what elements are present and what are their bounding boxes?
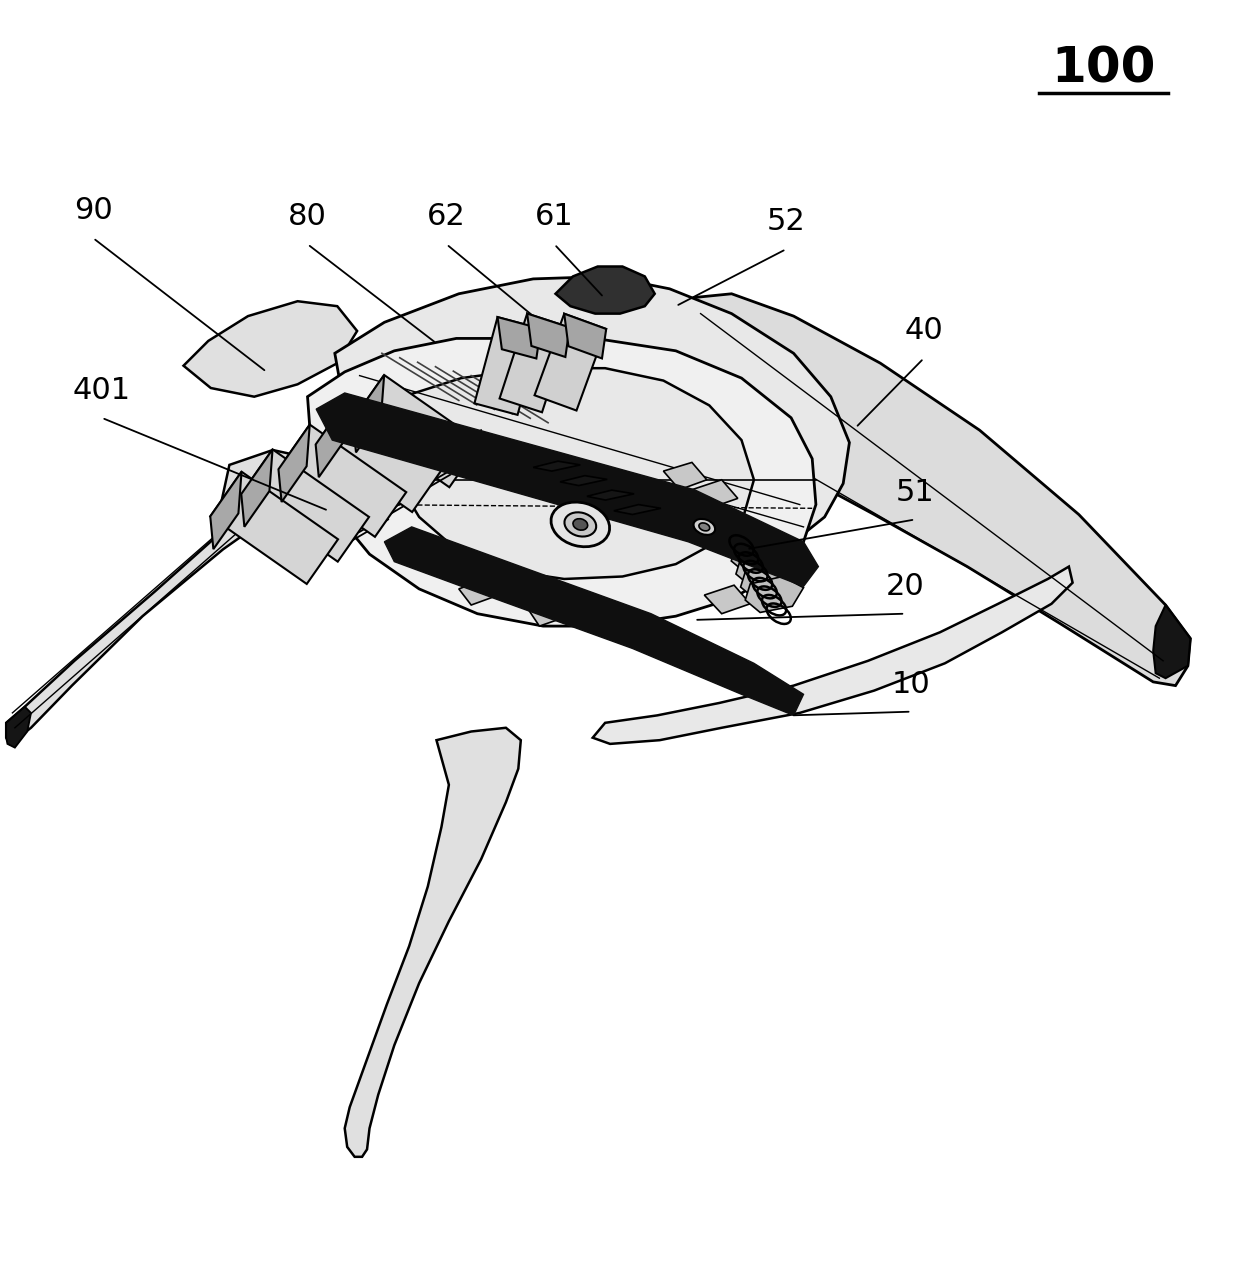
Polygon shape: [735, 550, 794, 586]
Polygon shape: [242, 450, 273, 527]
Polygon shape: [727, 525, 785, 561]
Polygon shape: [316, 393, 818, 586]
Polygon shape: [745, 576, 804, 613]
Polygon shape: [593, 567, 1073, 744]
Polygon shape: [676, 294, 1190, 686]
Polygon shape: [500, 314, 569, 412]
Polygon shape: [527, 314, 569, 358]
Text: 40: 40: [904, 317, 944, 346]
Text: 10: 10: [892, 670, 931, 699]
Polygon shape: [475, 317, 541, 415]
Polygon shape: [353, 375, 481, 488]
Polygon shape: [353, 375, 384, 452]
Polygon shape: [211, 471, 242, 549]
Polygon shape: [692, 480, 738, 508]
Polygon shape: [533, 461, 580, 471]
Polygon shape: [556, 267, 655, 314]
Text: 100: 100: [1052, 45, 1156, 92]
Text: 90: 90: [73, 197, 113, 225]
Polygon shape: [316, 400, 347, 478]
Text: 62: 62: [427, 202, 466, 231]
Polygon shape: [732, 538, 790, 573]
Polygon shape: [211, 471, 339, 584]
Ellipse shape: [551, 502, 610, 547]
Polygon shape: [663, 462, 707, 489]
Text: 80: 80: [288, 202, 327, 231]
Polygon shape: [384, 527, 804, 715]
Ellipse shape: [564, 512, 596, 536]
Polygon shape: [534, 314, 606, 410]
Polygon shape: [279, 424, 407, 536]
Polygon shape: [242, 450, 370, 562]
Polygon shape: [345, 728, 521, 1157]
Polygon shape: [6, 450, 312, 744]
Text: 51: 51: [895, 478, 935, 507]
Ellipse shape: [699, 522, 709, 531]
Text: 401: 401: [73, 375, 130, 405]
Polygon shape: [308, 338, 816, 626]
Text: 61: 61: [534, 202, 574, 231]
Polygon shape: [614, 504, 661, 515]
Polygon shape: [1153, 605, 1190, 678]
Ellipse shape: [573, 518, 588, 530]
Polygon shape: [6, 706, 31, 747]
Polygon shape: [497, 317, 541, 359]
Polygon shape: [316, 400, 444, 512]
Polygon shape: [560, 475, 608, 485]
Polygon shape: [704, 585, 750, 614]
Polygon shape: [184, 301, 357, 397]
Text: 20: 20: [885, 572, 925, 601]
Polygon shape: [335, 276, 849, 591]
Polygon shape: [740, 563, 799, 599]
Polygon shape: [564, 314, 606, 359]
Polygon shape: [279, 424, 310, 502]
Polygon shape: [587, 490, 634, 501]
Polygon shape: [459, 578, 498, 605]
Text: 52: 52: [766, 207, 806, 236]
Ellipse shape: [693, 518, 715, 535]
Polygon shape: [362, 368, 754, 578]
Polygon shape: [527, 599, 568, 626]
